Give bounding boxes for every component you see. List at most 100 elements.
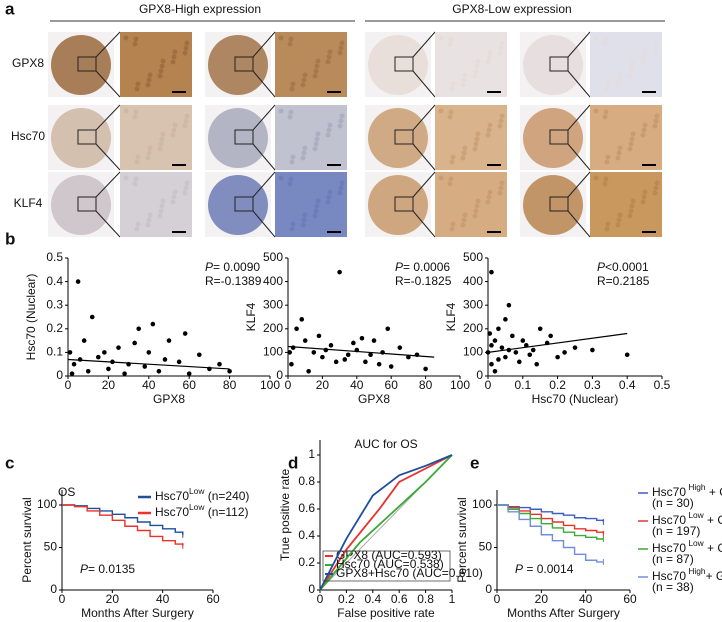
x-tick-label: 0.1 [514, 378, 531, 392]
point [81, 338, 87, 343]
zoom-image [275, 172, 347, 237]
point [294, 326, 299, 332]
x-tick-label: 40 [579, 592, 593, 606]
label: Hsc70 Low + GPX8Low [652, 538, 722, 555]
cell [326, 194, 332, 200]
cell [641, 54, 647, 60]
y-tick-label: 100 [263, 345, 283, 359]
curve [319, 454, 453, 591]
cell [449, 159, 455, 165]
y-tick-label: 300 [463, 297, 483, 311]
cell [325, 132, 331, 138]
cell [627, 73, 633, 79]
cell [461, 77, 467, 83]
text-part: P [395, 260, 403, 274]
x-tick-label: 0.8 [417, 592, 434, 606]
cell [460, 222, 466, 228]
x-tick-label: 1 [449, 592, 456, 606]
r-value: R=0.2185 [597, 274, 650, 288]
cell [602, 181, 608, 187]
x-tick-label: 0.3 [584, 378, 601, 392]
cell [473, 141, 479, 147]
cell [475, 58, 481, 64]
y-tick-label: 200 [463, 321, 483, 335]
text-part: Hsc70 [155, 505, 189, 519]
cell [497, 190, 503, 196]
zoom-line [252, 104, 276, 131]
zoom-box [77, 196, 97, 212]
point [530, 347, 536, 353]
cell [615, 82, 621, 88]
cell [132, 181, 138, 187]
y-tick-label: 0.5 [46, 250, 63, 264]
zoom-line [412, 70, 436, 98]
cell [615, 155, 621, 161]
point [534, 361, 540, 367]
text-part: P [205, 260, 213, 274]
point [513, 350, 519, 355]
cell [158, 141, 164, 147]
text-part: Hsc70 [652, 485, 686, 499]
point [146, 350, 152, 355]
cell [290, 154, 296, 160]
cell [642, 189, 648, 195]
cell [642, 122, 648, 128]
cell [301, 77, 307, 83]
cell [640, 59, 646, 65]
zoom-line [252, 171, 276, 198]
cell [641, 127, 647, 133]
point [75, 279, 81, 284]
cell [486, 194, 492, 200]
y-tick-label: 0.1 [46, 345, 63, 359]
cell [146, 217, 152, 223]
cell [652, 123, 658, 129]
point [132, 340, 137, 346]
cell [641, 194, 647, 200]
cell [447, 181, 453, 187]
cell [184, 40, 190, 46]
cell [438, 35, 444, 41]
cell [289, 226, 295, 232]
cell [654, 180, 660, 186]
cell [326, 54, 332, 60]
cell [461, 150, 467, 156]
point [496, 326, 501, 332]
fit-line [287, 345, 435, 358]
cell [593, 175, 599, 181]
cell [182, 190, 188, 196]
point [520, 338, 526, 343]
zoom-box [77, 56, 97, 72]
cell [593, 35, 599, 41]
cell [301, 150, 307, 156]
y-tick-label: 100 [472, 497, 492, 511]
y-tick-label: 0.8 [298, 474, 315, 488]
cell [123, 175, 129, 181]
cell [629, 63, 635, 69]
point [102, 350, 107, 355]
label: Hsc70Low (n=240) [155, 486, 249, 503]
cell [135, 221, 141, 227]
text-part: = 0.0135 [88, 562, 135, 576]
point [89, 314, 95, 320]
cell [604, 86, 610, 92]
cell [642, 49, 648, 55]
cell [630, 58, 636, 64]
cell [312, 146, 318, 152]
cell [627, 213, 633, 219]
legend-box [322, 550, 451, 582]
zoom-line [567, 70, 591, 98]
y-tick-label: 0.6 [298, 501, 315, 515]
cell [182, 50, 188, 56]
cell [461, 217, 467, 223]
fit-line [67, 358, 230, 370]
cell [327, 122, 333, 128]
x-tick-label: 20 [535, 592, 549, 606]
cell [474, 136, 480, 142]
legend-count: (n = 197) [652, 524, 700, 538]
cell [338, 185, 344, 191]
zoom-line [567, 210, 591, 238]
cell [474, 203, 480, 209]
cell [159, 136, 165, 142]
cell [654, 40, 660, 46]
